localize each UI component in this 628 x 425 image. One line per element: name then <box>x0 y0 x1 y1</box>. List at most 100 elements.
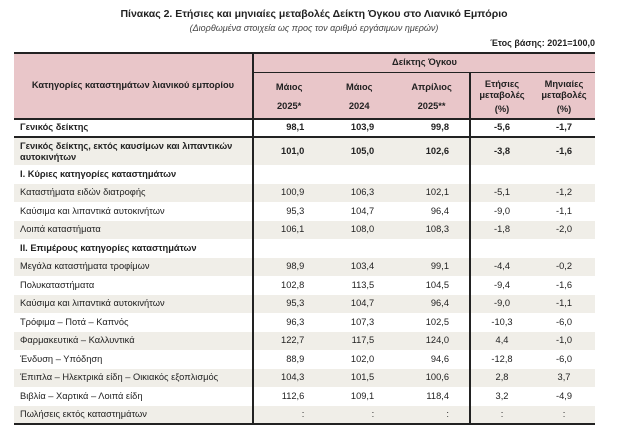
row-value: : <box>446 408 449 419</box>
volume-index-header: Δείκτης Όγκου <box>252 53 595 73</box>
row-value: 95,3 <box>251 202 325 221</box>
row-label: Έπιπλα – Ηλεκτρικά είδη – Οικιακός εξοπλ… <box>20 372 219 383</box>
row-label: Μεγάλα καταστήματα τροφίμων <box>20 261 150 272</box>
row-value: -1,1 <box>555 205 573 216</box>
row-value <box>533 239 595 258</box>
row-label: Βιβλία – Χαρτικά – Λοιπά είδη <box>20 390 143 401</box>
row-value: : <box>251 405 325 424</box>
row-value: -6,0 <box>555 353 573 364</box>
row-value <box>469 165 533 184</box>
row-label: Καταστήματα ειδών διατροφής <box>20 187 146 198</box>
row-value: -4,4 <box>469 257 533 276</box>
table-row: Μεγάλα καταστήματα τροφίμων 98,9 103,4 99,1… <box>14 257 595 276</box>
row-value: -9,0 <box>469 202 533 221</box>
row-label: ΙΙ. Επιμέρους κατηγορίες καταστημάτων <box>20 242 197 253</box>
row-value: -4,9 <box>555 390 573 401</box>
table-row: Πωλήσεις εκτός καταστημάτων::::: <box>14 405 595 424</box>
row-value <box>469 239 533 258</box>
table-row: Λοιπά καταστήματα 106,1 108,0 108,3 -1,8 -2,0 <box>14 220 595 239</box>
row-value: 102,8 <box>251 276 325 295</box>
retail-volume-table: Κατηγορίες καταστημάτων λιανικού εμπορίο… <box>14 52 595 425</box>
row-value: 102,6 <box>425 146 449 156</box>
row-value: -6,0 <box>555 316 573 327</box>
row-value: 102,5 <box>425 316 449 327</box>
row-value <box>394 239 470 258</box>
table-row: Καύσιμα και λιπαντικά αυτοκινήτων 95,3 104… <box>14 202 595 221</box>
row-label: Πολυκαταστήματα <box>20 279 95 290</box>
row-value: 117,5 <box>351 335 375 346</box>
row-label: Καύσιμα και λιπαντικά αυτοκινήτων <box>20 205 165 216</box>
table-title: Πίνακας 2. Ετήσιες και μηνιαίες μεταβολέ… <box>120 8 508 20</box>
category-header: Κατηγορίες καταστημάτων λιανικού εμπορίο… <box>14 53 253 119</box>
table-row: Ένδυση – Υπόδηση 88,9 102,0 94,6 -12,8 -6,0 <box>14 350 595 369</box>
row-label: Πωλήσεις εκτός καταστημάτων <box>20 408 147 419</box>
row-value: -1,1 <box>555 298 573 309</box>
row-value: 106,1 <box>251 220 325 239</box>
row-label: Φαρμακευτικά – Καλλυντικά <box>20 335 135 346</box>
row-value: -1,0 <box>555 335 573 346</box>
row-value <box>324 239 394 258</box>
row-value: -9,4 <box>469 276 533 295</box>
row-value: 104,3 <box>251 368 325 387</box>
row-value: 99,1 <box>430 261 449 272</box>
row-value: : <box>371 408 375 419</box>
row-label: Ι. Κύριες κατηγορίες καταστημάτων <box>20 168 177 179</box>
row-value: -0,2 <box>555 261 573 272</box>
base-year-note: Έτος βάσης: 2021=100,0 <box>490 38 595 48</box>
row-value: 4,4 <box>469 331 533 350</box>
row-value: -9,0 <box>469 294 533 313</box>
row-value: 95,3 <box>251 294 325 313</box>
row-value: 104,7 <box>350 205 375 216</box>
col-header: Μάιος 2024 <box>324 72 395 119</box>
row-label: Ένδυση – Υπόδηση <box>20 353 103 364</box>
row-value: 122,7 <box>251 331 325 350</box>
row-value: 100,9 <box>251 183 325 202</box>
row-value: 104,7 <box>350 298 375 309</box>
row-value: -1,2 <box>555 187 573 198</box>
row-label: Καύσιμα και λιπαντικά αυτοκινήτων <box>20 298 165 309</box>
row-value: 102,0 <box>350 353 375 364</box>
row-value: 102,1 <box>425 187 449 198</box>
row-value: : <box>469 405 533 424</box>
table-row: Καύσιμα και λιπαντικά αυτοκινήτων 95,3 104… <box>14 294 595 313</box>
row-value: -10,3 <box>469 313 533 332</box>
row-value: 108,3 <box>425 224 449 235</box>
row-value <box>533 165 595 184</box>
row-value: 107,3 <box>350 316 375 327</box>
table-row: Καταστήματα ειδών διατροφής 100,9 106,3 102… <box>14 183 595 202</box>
col-header: Ετήσιες μεταβολές (%) <box>469 72 533 119</box>
row-value <box>324 165 394 184</box>
row-value: -12,8 <box>469 350 533 369</box>
row-value: 96,4 <box>430 205 449 216</box>
row-value: -3,8 <box>469 137 533 165</box>
table-row: Γενικός δείκτης, εκτός καυσίμων και λιπα… <box>14 137 595 165</box>
row-value: 2,8 <box>469 368 533 387</box>
row-value: -5,6 <box>469 118 533 137</box>
row-value: 96,4 <box>430 298 449 309</box>
row-value <box>251 239 325 258</box>
row-value: 113,5 <box>351 279 375 290</box>
row-value: -2,0 <box>555 224 573 235</box>
row-value: 101,5 <box>350 372 375 383</box>
row-value: -1,8 <box>469 220 533 239</box>
row-value: 96,3 <box>251 313 325 332</box>
row-value: 106,3 <box>350 187 375 198</box>
table-row: Πολυκαταστήματα 102,8 113,5 104,5 -9,4 -1,6 <box>14 276 595 295</box>
row-label: Λοιπά καταστήματα <box>20 224 101 235</box>
row-value: 94,6 <box>430 353 449 364</box>
row-value: : <box>562 408 566 419</box>
row-value: 3,2 <box>469 387 533 406</box>
row-value: 112,6 <box>251 387 325 406</box>
row-value: 104,5 <box>425 279 449 290</box>
row-value: -5,1 <box>469 183 533 202</box>
row-value: 98,1 <box>251 118 325 137</box>
row-label: Γενικός δείκτης <box>20 122 89 133</box>
table-row: ΙΙ. Επιμέρους κατηγορίες καταστημάτων <box>14 239 595 258</box>
col-header: Μάιος 2025* <box>251 72 325 119</box>
row-value: 124,0 <box>425 335 449 346</box>
row-value: 109,1 <box>350 390 375 401</box>
row-value: 100,6 <box>425 372 449 383</box>
row-value: 101,0 <box>251 137 325 165</box>
row-value <box>251 165 325 184</box>
row-value: 108,0 <box>350 224 375 235</box>
